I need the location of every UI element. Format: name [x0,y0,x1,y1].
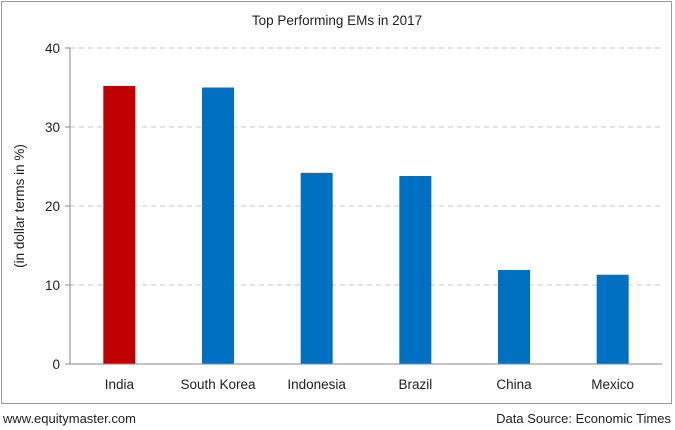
bars [103,85,629,365]
bar-mexico [596,274,629,364]
bar-indonesia [300,172,333,364]
x-tick-label: South Korea [180,377,256,392]
x-tick-label: China [496,377,532,392]
bar-south-korea [202,87,234,364]
y-axis-label: (in dollar terms in %) [12,144,27,268]
bar-china [498,269,530,364]
bar-brazil [399,175,432,364]
source-website: www.equitymaster.com [3,411,136,426]
x-tick-labels: India South Korea Indonesia Brazil China Mexi… [105,377,634,392]
x-tick-label: Mexico [591,377,634,392]
data-source-note: Data Source: Economic Times [496,411,671,426]
y-tick-label: 10 [45,278,60,293]
y-tick-label: 40 [45,41,60,56]
y-tick-labels: 0 10 20 30 40 [45,41,70,372]
axes [69,48,662,365]
bar-chart: Top Performing EMs in 2017 (in dollar te… [12,13,662,392]
chart-title: Top Performing EMs in 2017 [252,13,422,28]
x-tick-label: India [105,377,135,392]
bar-india [103,85,136,365]
x-tick-label: Brazil [398,377,432,392]
x-tick-label: Indonesia [287,377,346,392]
gridlines [70,47,662,286]
y-tick-label: 0 [52,357,60,372]
y-tick-label: 30 [45,120,60,135]
y-tick-label: 20 [45,199,60,214]
